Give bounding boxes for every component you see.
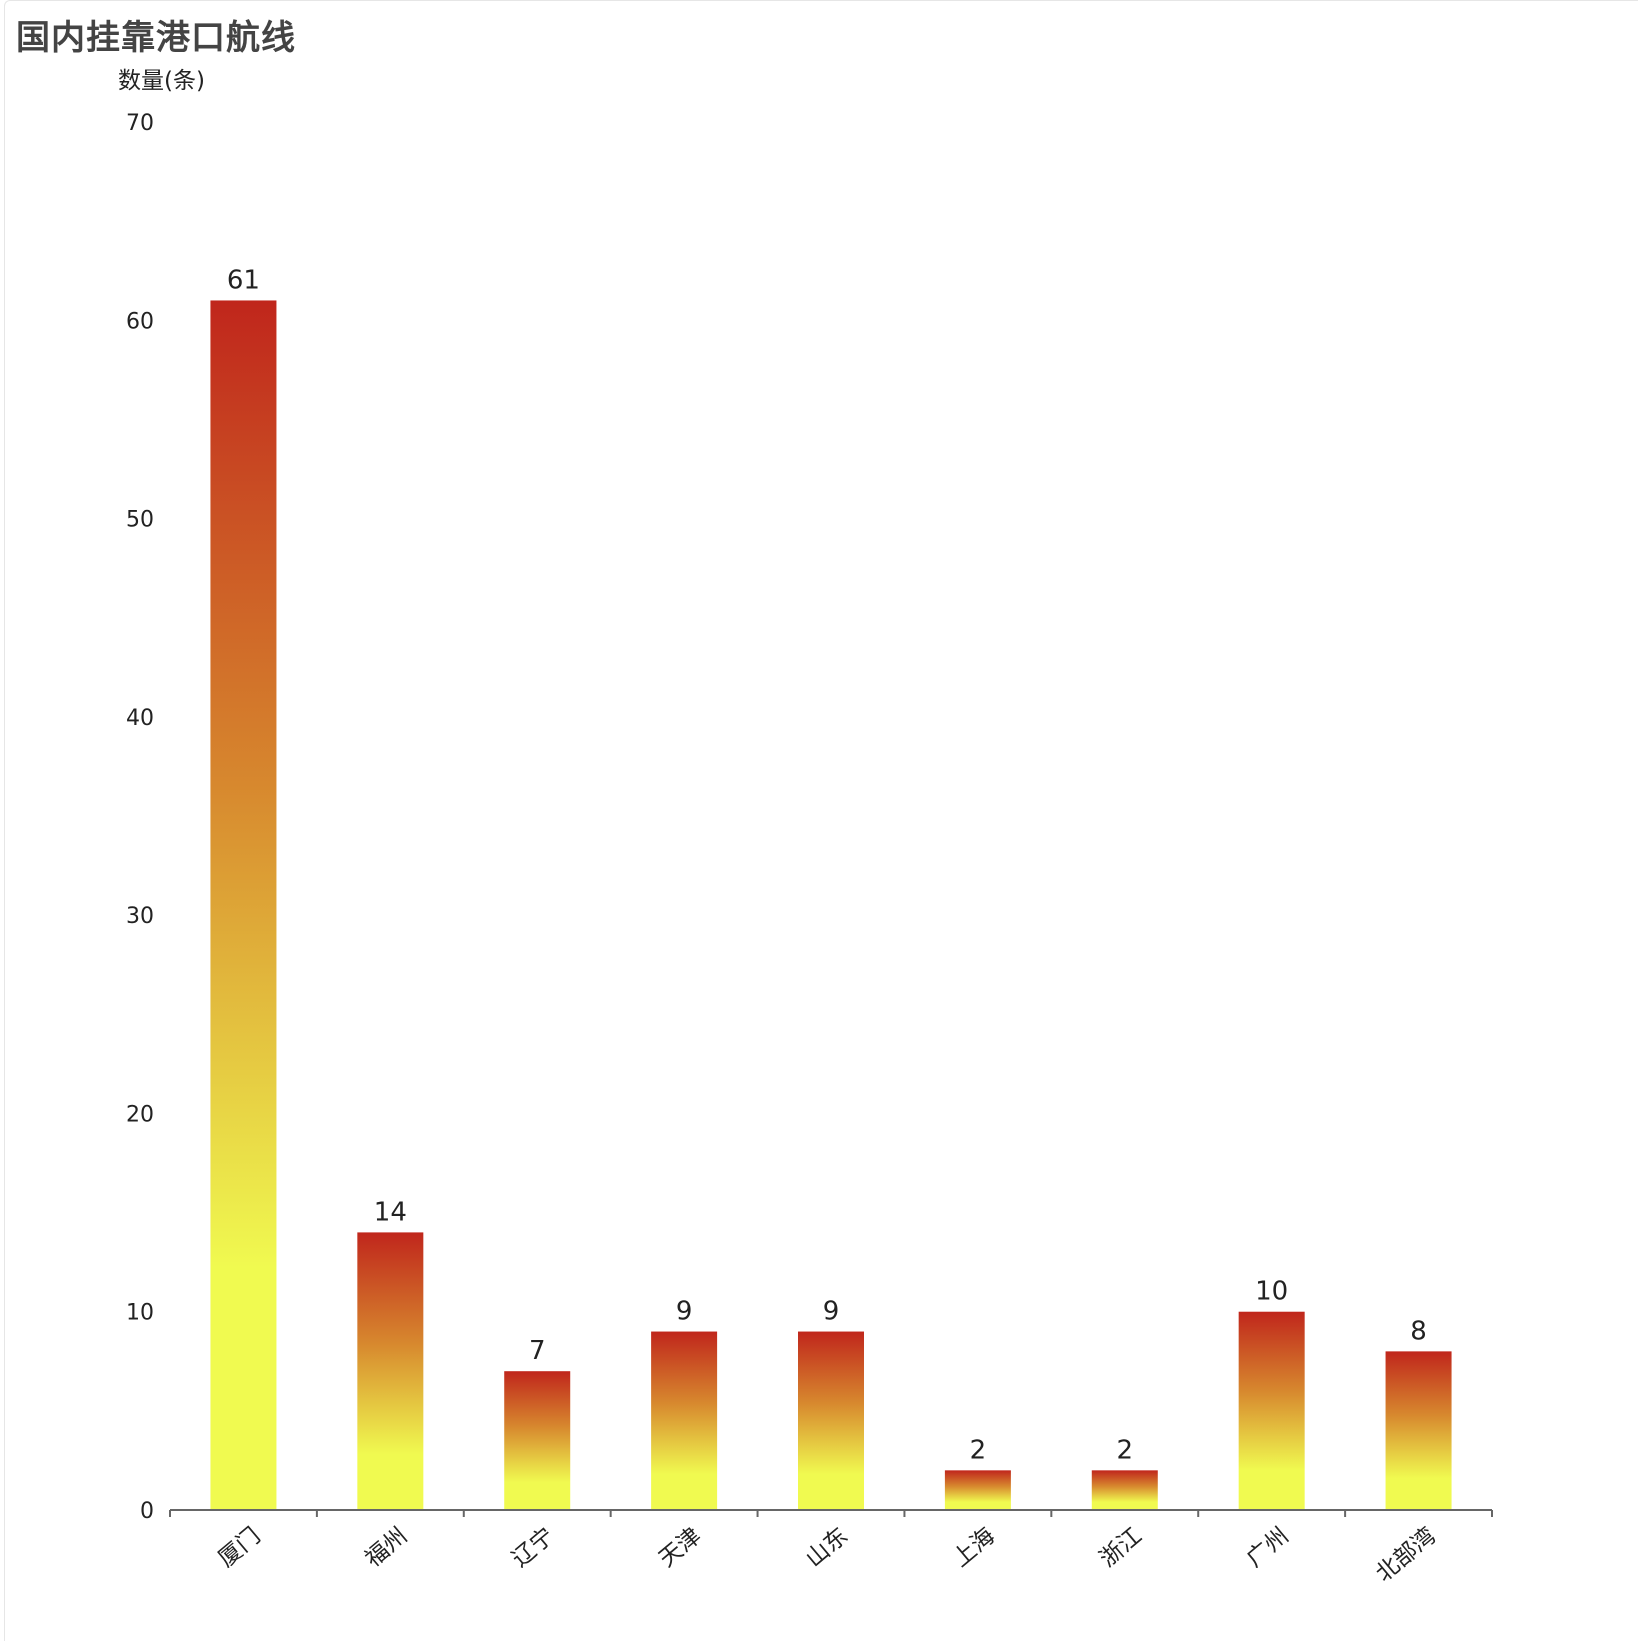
x-category-label: 广州 (1242, 1523, 1294, 1572)
x-category-label: 天津 (654, 1523, 706, 1572)
bar (651, 1331, 718, 1510)
bar (944, 1470, 1011, 1510)
x-category-label: 福州 (361, 1523, 413, 1572)
x-category-label: 上海 (948, 1523, 1000, 1572)
chart-title: 国内挂靠港口航线 (16, 18, 296, 58)
bar (1385, 1351, 1452, 1510)
y-axis-ticks: 0 10 20 30 40 50 60 70 (126, 111, 154, 1524)
bar (1091, 1470, 1158, 1510)
bar (1238, 1311, 1305, 1510)
x-category-label: 辽宁 (507, 1523, 559, 1572)
bars (210, 300, 1452, 1510)
bar (798, 1331, 864, 1510)
x-category-label: 北部湾 (1371, 1523, 1441, 1587)
bar-value-label: 7 (529, 1336, 546, 1366)
x-category-label: 山东 (801, 1523, 853, 1572)
bar (210, 300, 277, 1510)
y-tick-label: 0 (140, 1499, 154, 1524)
y-tick-label: 20 (126, 1102, 154, 1127)
y-tick-label: 50 (126, 508, 154, 533)
y-tick-label: 10 (126, 1301, 154, 1326)
bar-value-label: 8 (1410, 1316, 1427, 1346)
bar-value-label: 9 (676, 1297, 693, 1327)
bar (357, 1232, 424, 1510)
bar-value-label: 9 (823, 1297, 840, 1327)
bar-value-label: 2 (970, 1435, 987, 1465)
y-tick-label: 70 (126, 111, 154, 136)
bar (504, 1371, 571, 1510)
x-category-label: 厦门 (214, 1523, 266, 1572)
bar-value-label: 10 (1255, 1277, 1288, 1307)
x-axis: 厦门 福州 辽宁 天津 山东 上海 浙江 广州 北部湾 (169, 1509, 1493, 1587)
x-category-label: 浙江 (1095, 1523, 1147, 1572)
y-axis-title: 数量(条) (118, 68, 205, 94)
bar-value-label: 2 (1117, 1435, 1134, 1465)
bar-value-label: 14 (374, 1197, 407, 1227)
y-tick-label: 30 (126, 904, 154, 929)
y-tick-label: 60 (126, 309, 154, 334)
value-labels: 61 14 7 9 9 2 2 10 8 (227, 265, 1427, 1465)
y-tick-label: 40 (126, 706, 154, 731)
bar-value-label: 61 (227, 265, 260, 295)
